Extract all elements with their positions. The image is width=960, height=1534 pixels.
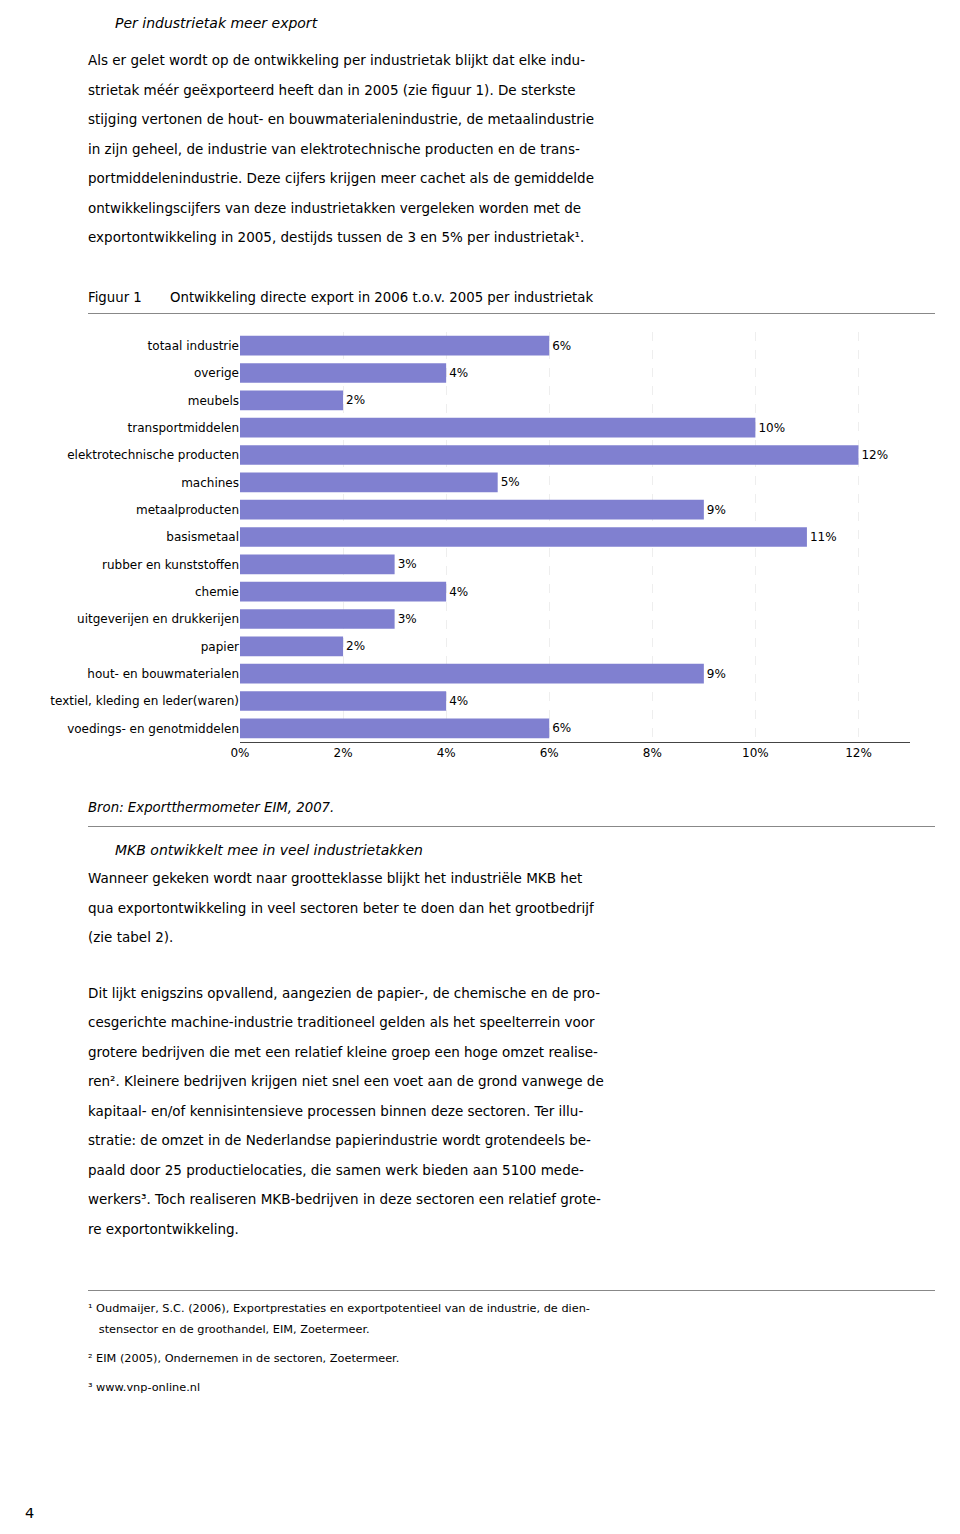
svg-text:6%: 6% bbox=[552, 339, 571, 353]
svg-text:4%: 4% bbox=[437, 746, 456, 760]
html-text:² EIM (2005), Ondernemen in de: ² EIM (2005), Ondernemen in de sectoren,… bbox=[88, 1352, 400, 1365]
svg-text:12%: 12% bbox=[861, 448, 888, 462]
svg-text:voedings- en genotmiddelen: voedings- en genotmiddelen bbox=[67, 722, 239, 736]
svg-text:10%: 10% bbox=[758, 421, 785, 435]
html-text:(zie tabel 2).: (zie tabel 2). bbox=[88, 929, 174, 945]
html-text:kapitaal- en/of kennisintensie: kapitaal- en/of kennisintensieve process… bbox=[88, 1102, 584, 1119]
svg-text:textiel, kleding en leder(ware: textiel, kleding en leder(waren) bbox=[50, 694, 239, 708]
html-text:Per industrietak meer export: Per industrietak meer export bbox=[115, 15, 318, 31]
html-text:re exportontwikkeling.: re exportontwikkeling. bbox=[88, 1220, 239, 1237]
html-text:qua exportontwikkeling in veel: qua exportontwikkeling in veel sectoren … bbox=[88, 899, 594, 916]
html-text:cesgerichte machine-industrie: cesgerichte machine-industrie traditione… bbox=[88, 1014, 595, 1030]
html-text:Wanneer gekeken wordt naar gro: Wanneer gekeken wordt naar grootteklasse… bbox=[88, 870, 583, 886]
svg-text:metaalproducten: metaalproducten bbox=[136, 503, 239, 517]
svg-text:10%: 10% bbox=[742, 746, 769, 760]
html-text:Bron: Exportthermometer EIM, 2: Bron: Exportthermometer EIM, 2007. bbox=[88, 800, 335, 815]
html-text:ontwikkelingscijfers van deze: ontwikkelingscijfers van deze industriet… bbox=[88, 199, 582, 216]
html-text:grotere bedrijven die met een: grotere bedrijven die met een relatief k… bbox=[88, 1043, 598, 1060]
html-text:Ontwikkeling directe export in: Ontwikkeling directe export in 2006 t.o.… bbox=[170, 290, 594, 305]
html-text:stensector en de groothandel,: stensector en de groothandel, EIM, Zoete… bbox=[88, 1323, 370, 1336]
html-text:MKB ontwikkelt mee in veel ind: MKB ontwikkelt mee in veel industrietakk… bbox=[115, 842, 423, 858]
svg-text:9%: 9% bbox=[707, 667, 726, 681]
svg-text:4%: 4% bbox=[449, 585, 468, 599]
svg-text:overige: overige bbox=[194, 366, 239, 380]
svg-text:transportmiddelen: transportmiddelen bbox=[128, 421, 239, 435]
svg-text:9%: 9% bbox=[707, 503, 726, 517]
svg-text:totaal industrie: totaal industrie bbox=[148, 339, 239, 353]
svg-text:5%: 5% bbox=[501, 475, 520, 489]
svg-text:6%: 6% bbox=[540, 746, 559, 760]
svg-text:uitgeverijen en drukkerijen: uitgeverijen en drukkerijen bbox=[77, 612, 239, 626]
html-text:paald door 25 productielocatie: paald door 25 productielocaties, die sam… bbox=[88, 1161, 584, 1178]
svg-text:meubels: meubels bbox=[188, 394, 239, 408]
svg-text:3%: 3% bbox=[398, 557, 417, 571]
svg-text:2%: 2% bbox=[346, 639, 365, 653]
svg-text:chemie: chemie bbox=[195, 585, 239, 599]
html-text:ren². Kleinere bedrijven krijg: ren². Kleinere bedrijven krijgen niet sn… bbox=[88, 1073, 604, 1089]
html-text:¹ Oudmaijer, S.C. (2006), Expo: ¹ Oudmaijer, S.C. (2006), Exportprestati… bbox=[88, 1302, 590, 1315]
html-text:4: 4 bbox=[25, 1505, 35, 1521]
html-text:stratie: de omzet in de Nederl: stratie: de omzet in de Nederlandse papi… bbox=[88, 1132, 591, 1148]
svg-text:hout- en bouwmaterialen: hout- en bouwmaterialen bbox=[87, 667, 239, 681]
svg-text:6%: 6% bbox=[552, 721, 571, 735]
html-text:werkers³. Toch realiseren MKB-: werkers³. Toch realiseren MKB-bedrijven … bbox=[88, 1191, 601, 1207]
svg-text:2%: 2% bbox=[334, 746, 353, 760]
html-text:stijging vertonen de hout- en: stijging vertonen de hout- en bouwmateri… bbox=[88, 111, 594, 127]
svg-text:2%: 2% bbox=[346, 393, 365, 407]
svg-text:4%: 4% bbox=[449, 366, 468, 380]
svg-text:machines: machines bbox=[181, 476, 239, 490]
html-text:³ www.vnp-online.nl: ³ www.vnp-online.nl bbox=[88, 1381, 200, 1394]
html-text:Als er gelet wordt op de ontwi: Als er gelet wordt op de ontwikkeling pe… bbox=[88, 52, 585, 68]
html-text:exportontwikkeling in 2005, de: exportontwikkeling in 2005, destijds tus… bbox=[88, 229, 585, 245]
html-text:strietak méér geëxporteerd hee: strietak méér geëxporteerd heeft dan in … bbox=[88, 81, 576, 98]
svg-text:3%: 3% bbox=[398, 612, 417, 626]
svg-text:8%: 8% bbox=[643, 746, 662, 760]
html-text:in zijn geheel, de industrie v: in zijn geheel, de industrie van elektro… bbox=[88, 140, 580, 157]
svg-text:papier: papier bbox=[201, 640, 239, 654]
svg-text:4%: 4% bbox=[449, 694, 468, 708]
svg-text:basismetaal: basismetaal bbox=[166, 530, 239, 544]
html-text:Figuur 1: Figuur 1 bbox=[88, 290, 142, 305]
svg-text:11%: 11% bbox=[810, 530, 837, 544]
svg-text:12%: 12% bbox=[845, 746, 872, 760]
html-text:Dit lijkt enigszins opvallend,: Dit lijkt enigszins opvallend, aangezien… bbox=[88, 984, 601, 1001]
svg-text:0%: 0% bbox=[230, 746, 249, 760]
svg-text:rubber en kunststoffen: rubber en kunststoffen bbox=[102, 558, 239, 572]
html-text:portmiddelenindustrie. Deze ci: portmiddelenindustrie. Deze cijfers krij… bbox=[88, 170, 594, 186]
svg-text:elektrotechnische producten: elektrotechnische producten bbox=[67, 448, 239, 462]
